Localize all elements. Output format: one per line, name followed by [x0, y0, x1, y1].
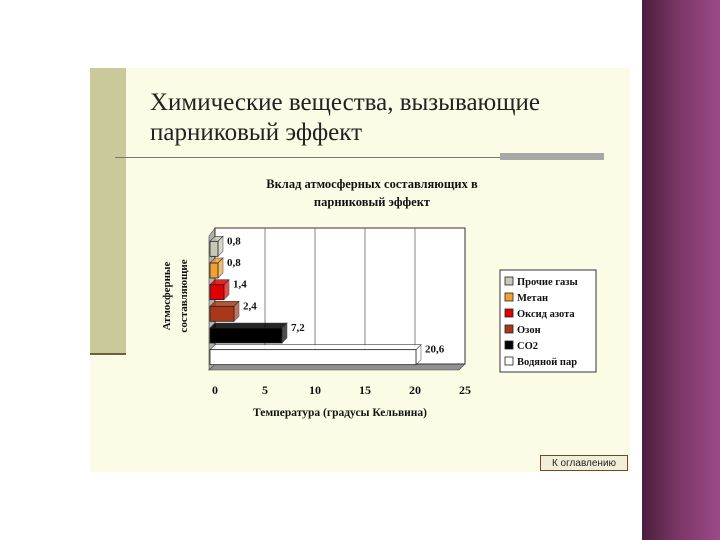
- legend-label: CO2: [517, 341, 538, 352]
- bar: [209, 349, 417, 366]
- bar-top-face: [209, 344, 422, 350]
- x-tick-label: 10: [309, 383, 321, 397]
- slide-title-line2: парниковый эффект: [150, 119, 363, 146]
- legend-label: Озон: [517, 325, 541, 336]
- bar-value-label: 20,6: [425, 344, 445, 356]
- bar-value-label: 7,2: [291, 322, 305, 334]
- legend-swatch: [504, 292, 514, 302]
- bar: [209, 284, 225, 301]
- chart-dynamic: 0,8 0,8 1,4 2,4 7,2 20,6 0 5 10 15 20 25 Вклад атмос…: [150, 168, 605, 433]
- bar-value-label: 1,4: [233, 279, 247, 291]
- chart-title-line1: Вклад атмосферных составляющих в: [266, 177, 478, 191]
- slide-title-line1: Химические вещества, вызывающие: [150, 89, 540, 116]
- legend-swatch: [504, 308, 514, 318]
- legend-swatch: [504, 356, 514, 366]
- bar: [209, 262, 219, 279]
- title-rule: [115, 157, 500, 158]
- x-tick-label: 15: [359, 383, 371, 397]
- table-of-contents-button[interactable]: К оглавлению: [540, 455, 628, 471]
- legend-label: Оксид азота: [517, 309, 575, 320]
- slide-left-strip: [90, 68, 126, 354]
- bar-value-label: 0,8: [227, 235, 241, 247]
- y-axis-label-line2: составляющие: [178, 259, 190, 332]
- legend-label: Водяной пар: [517, 357, 577, 368]
- slide-left-strip-underline: [90, 353, 126, 355]
- decorative-side-band: [642, 0, 720, 540]
- x-tick-label: 25: [459, 383, 471, 397]
- bar-value-label: 0,8: [227, 257, 241, 269]
- bar: [209, 327, 283, 344]
- y-axis-label-line1: Атмосферные: [161, 261, 173, 330]
- bar-top-face: [209, 322, 288, 329]
- slide-title: Химические вещества, вызывающие парников…: [150, 88, 620, 148]
- chart-title-line2: парниковый эффект: [314, 195, 430, 209]
- x-tick-label: 0: [212, 383, 218, 397]
- x-tick-label: 5: [262, 383, 268, 397]
- legend-box: [499, 269, 597, 373]
- title-rule-accent: [500, 153, 604, 160]
- legend-label: Метан: [517, 293, 548, 304]
- bar: [209, 305, 235, 322]
- bar-value-label: 2,4: [243, 300, 257, 312]
- legend-swatch: [504, 340, 514, 350]
- legend-label: Прочие газы: [517, 277, 578, 288]
- legend-swatch: [504, 276, 514, 286]
- x-axis-label: Температура (градусы Кельвина): [253, 407, 427, 419]
- bar: [209, 240, 219, 257]
- legend-swatch: [504, 324, 514, 334]
- x-tick-label: 20: [409, 383, 421, 397]
